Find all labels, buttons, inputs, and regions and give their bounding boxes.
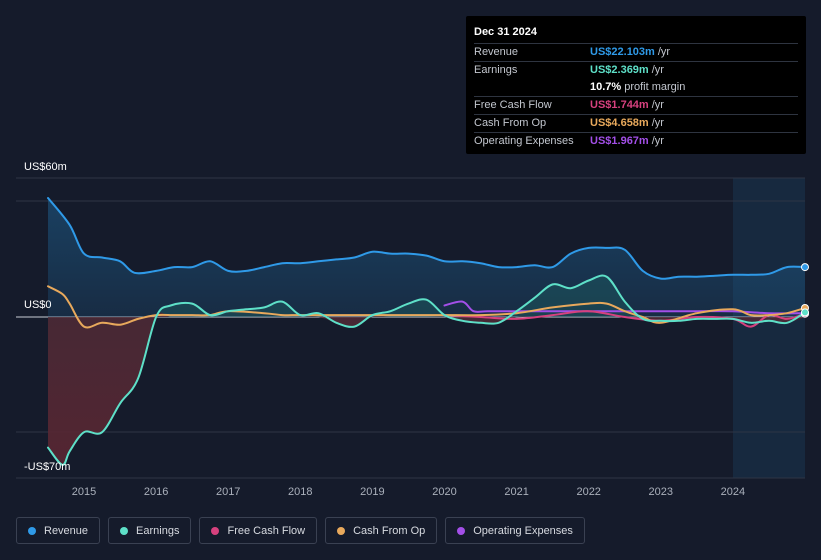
x-axis: 2015 2016 2017 2018 2019 2020 2021 2022 2023 2024 [72, 486, 745, 498]
tooltip-label: Free Cash Flow [474, 99, 552, 111]
tooltip-value: US$22.103m [590, 46, 655, 58]
tooltip-row-cash-from-op: Cash From Op US$4.658m /yr [474, 114, 798, 132]
y-tick-label: US$0 [24, 299, 52, 311]
tooltip-value: US$2.369m [590, 64, 649, 76]
legend: Revenue Earnings Free Cash Flow Cash Fro… [16, 517, 593, 546]
end-markers [801, 263, 809, 318]
legend-revenue-button[interactable]: Revenue [16, 517, 101, 544]
revenue-dot-icon [28, 526, 36, 535]
x-tick-label: 2017 [216, 486, 240, 498]
earnings-end-point [801, 308, 809, 317]
tooltip-unit: /yr [651, 64, 664, 76]
x-tick-label: 2023 [649, 486, 673, 498]
x-tick-label: 2020 [432, 486, 456, 498]
area-fills [48, 198, 805, 465]
tooltip-unit: /yr [651, 99, 664, 111]
tooltip-row-operating-expenses: Operating Expenses US$1.967m /yr [474, 132, 798, 150]
x-tick-label: 2019 [360, 486, 384, 498]
legend-cash-from-op-button[interactable]: Cash From Op [325, 517, 438, 544]
earnings-line [47, 274, 806, 466]
x-tick-label: 2015 [72, 486, 96, 498]
legend-label: Operating Expenses [473, 524, 573, 537]
y-axis: US$60m US$0 -US$70m [24, 161, 70, 473]
revenue-line [47, 197, 806, 280]
tooltip-row-revenue: Revenue US$22.103m /yr [474, 43, 798, 61]
tooltip-unit: /yr [651, 117, 664, 129]
earnings-negative-area [48, 312, 805, 465]
tooltip-unit: /yr [651, 135, 664, 147]
x-tick-label: 2024 [721, 486, 745, 498]
tooltip-value: US$1.744m [590, 99, 649, 111]
tooltip-value: US$1.967m [590, 135, 649, 147]
operating-expenses-dot-icon [457, 526, 466, 535]
x-tick-label: 2018 [288, 486, 312, 498]
cash-from-op-dot-icon [337, 526, 346, 535]
x-tick-label: 2016 [144, 486, 168, 498]
tooltip-date: Dec 31 2024 [474, 26, 537, 38]
legend-free-cash-flow-button[interactable]: Free Cash Flow [199, 517, 318, 544]
earnings-dot-icon [120, 526, 129, 535]
tooltip-label: Cash From Op [474, 117, 547, 129]
legend-label: Cash From Op [353, 524, 426, 537]
legend-label: Revenue [44, 524, 89, 537]
tooltip-label: Revenue [474, 46, 519, 58]
x-tick-label: 2021 [504, 486, 528, 498]
legend-earnings-button[interactable]: Earnings [108, 517, 192, 544]
y-tick-label: -US$70m [24, 461, 70, 473]
forecast-region [733, 178, 805, 478]
legend-label: Earnings [136, 524, 180, 537]
tooltip-label: Earnings [474, 64, 518, 76]
earnings-area [48, 275, 805, 465]
tooltip-label [474, 79, 590, 96]
tooltip-label: Operating Expenses [474, 135, 574, 147]
legend-operating-expenses-button[interactable]: Operating Expenses [445, 517, 585, 544]
tooltip-unit: profit margin [624, 81, 686, 93]
tooltip-row-free-cash-flow: Free Cash Flow US$1.744m /yr [474, 96, 798, 114]
tooltip-row-earnings: Earnings US$2.369m /yr [474, 61, 798, 79]
y-tick-label: US$60m [24, 161, 67, 173]
revenue-end-point [801, 263, 809, 272]
x-tick-label: 2022 [576, 486, 600, 498]
tooltip-row-profit-margin: 10.7% profit margin [474, 79, 798, 96]
tooltip-panel: Dec 31 2024 Revenue US$22.103m /yr Earni… [466, 16, 806, 154]
tooltip-value: US$4.658m [590, 117, 649, 129]
tooltip-value: 10.7% [590, 81, 622, 93]
tooltip-unit: /yr [657, 46, 671, 58]
series-lines [47, 197, 806, 466]
legend-label: Free Cash Flow [227, 524, 306, 537]
free-cash-flow-dot-icon [211, 526, 220, 535]
